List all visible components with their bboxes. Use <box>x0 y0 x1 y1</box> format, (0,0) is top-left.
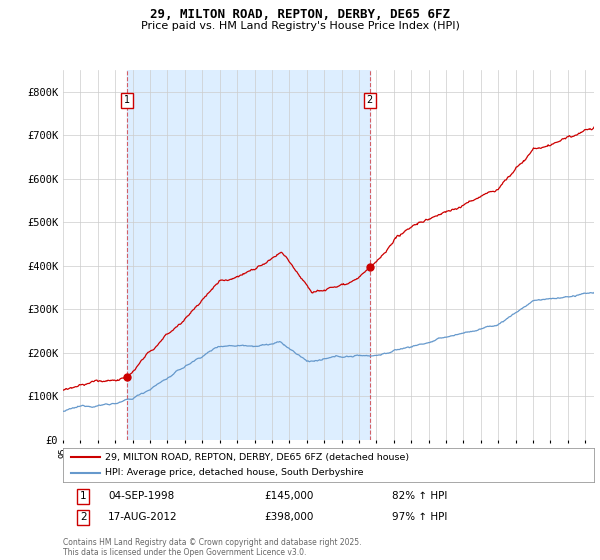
Text: 1: 1 <box>124 95 130 105</box>
Text: 29, MILTON ROAD, REPTON, DERBY, DE65 6FZ: 29, MILTON ROAD, REPTON, DERBY, DE65 6FZ <box>150 8 450 21</box>
Text: 2: 2 <box>80 512 86 522</box>
Text: 82% ↑ HPI: 82% ↑ HPI <box>392 492 448 501</box>
Text: Price paid vs. HM Land Registry's House Price Index (HPI): Price paid vs. HM Land Registry's House … <box>140 21 460 31</box>
Text: Contains HM Land Registry data © Crown copyright and database right 2025.
This d: Contains HM Land Registry data © Crown c… <box>63 538 361 557</box>
Text: HPI: Average price, detached house, South Derbyshire: HPI: Average price, detached house, Sout… <box>106 468 364 477</box>
Text: £145,000: £145,000 <box>265 492 314 501</box>
Bar <box>127 70 370 440</box>
Text: 29, MILTON ROAD, REPTON, DERBY, DE65 6FZ (detached house): 29, MILTON ROAD, REPTON, DERBY, DE65 6FZ… <box>106 452 410 461</box>
Text: £398,000: £398,000 <box>265 512 314 522</box>
Text: 2: 2 <box>367 95 373 105</box>
Text: 17-AUG-2012: 17-AUG-2012 <box>108 512 178 522</box>
Text: 1: 1 <box>80 492 86 501</box>
Text: 97% ↑ HPI: 97% ↑ HPI <box>392 512 448 522</box>
Text: 04-SEP-1998: 04-SEP-1998 <box>108 492 175 501</box>
